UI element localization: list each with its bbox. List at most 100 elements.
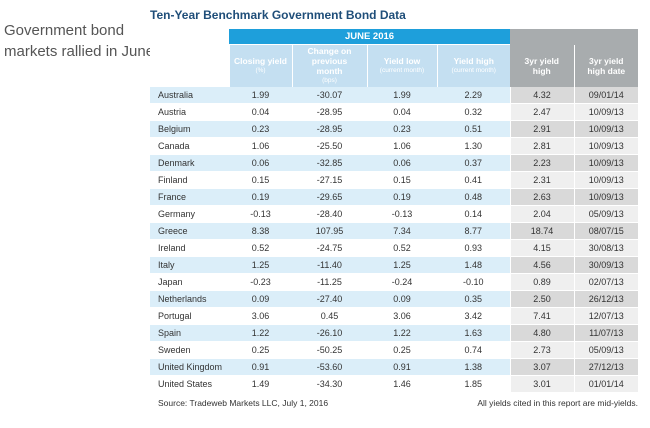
value-cell: 01/01/14 [573, 375, 638, 393]
table-row: Ireland 0.52 -24.75 0.52 0.93 4.15 30/08/13 [150, 239, 638, 257]
value-cell: 2.81 [509, 137, 574, 155]
value-cell: 10/09/13 [573, 188, 638, 206]
value-cell: -27.40 [292, 290, 367, 308]
table-row: Finland 0.15 -27.15 0.15 0.41 2.31 10/09/13 [150, 171, 638, 189]
value-cell: 18.74 [509, 222, 574, 240]
yield-note: All yields cited in this report are mid-… [477, 398, 638, 408]
value-cell: -28.95 [292, 120, 367, 138]
table-title: Ten-Year Benchmark Government Bond Data [150, 8, 406, 22]
value-cell: -0.13 [367, 205, 437, 223]
col-header-main: Change on previous month [307, 46, 352, 76]
value-cell: 1.63 [437, 324, 510, 342]
value-cell: 0.35 [437, 290, 510, 308]
col-header-3yr-yield-high: 3yr yield high [510, 44, 574, 87]
col-header-main: 3yr yield high [524, 55, 560, 76]
table-row: Germany -0.13 -28.40 -0.13 0.14 2.04 05/09/13 [150, 205, 638, 223]
col-header-main: 3yr yield high date [587, 55, 626, 76]
table-row: France 0.19 -29.65 0.19 0.48 2.63 10/09/13 [150, 188, 638, 206]
table-row: Spain 1.22 -26.10 1.22 1.63 4.80 11/07/13 [150, 324, 638, 342]
value-cell: 0.93 [437, 239, 510, 257]
value-cell: 0.04 [229, 103, 292, 121]
group-header-june-2016: JUNE 2016 [229, 29, 510, 45]
side-heading-line-2: markets rallied in June [4, 43, 155, 60]
value-cell: 2.73 [509, 341, 574, 359]
country-cell: Germany [150, 205, 229, 223]
table-row: Denmark 0.06 -32.85 0.06 0.37 2.23 10/09/13 [150, 154, 638, 172]
value-cell: 1.46 [367, 375, 437, 393]
table-row: Portugal 3.06 0.45 3.06 3.42 7.41 12/07/13 [150, 307, 638, 325]
table-row: Japan -0.23 -11.25 -0.24 -0.10 0.89 02/07/13 [150, 273, 638, 291]
col-header-yield-high: Yield high (current month) [436, 44, 510, 87]
bond-data-table: JUNE 2016 Closing yield (%) Change on pr… [150, 29, 638, 393]
value-cell: 0.25 [229, 341, 292, 359]
value-cell: 3.07 [509, 358, 574, 376]
country-cell: France [150, 188, 229, 206]
country-cell: Ireland [150, 239, 229, 257]
country-cell: Canada [150, 137, 229, 155]
value-cell: -53.60 [292, 358, 367, 376]
value-cell: 0.37 [437, 154, 510, 172]
country-cell: Australia [150, 87, 229, 104]
value-cell: -0.24 [367, 273, 437, 291]
value-cell: 2.47 [509, 103, 574, 121]
value-cell: 1.85 [437, 375, 510, 393]
value-cell: -26.10 [292, 324, 367, 342]
source-note: Source: Tradeweb Markets LLC, July 1, 20… [158, 398, 329, 408]
value-cell: 2.04 [509, 205, 574, 223]
table-row: Sweden 0.25 -50.25 0.25 0.74 2.73 05/09/13 [150, 341, 638, 359]
value-cell: -34.30 [292, 375, 367, 393]
country-cell: United States [150, 375, 229, 393]
value-cell: 1.30 [437, 137, 510, 155]
value-cell: 09/01/14 [573, 87, 638, 104]
value-cell: 1.22 [367, 324, 437, 342]
value-cell: 7.34 [367, 222, 437, 240]
value-cell: 7.41 [509, 307, 574, 325]
value-cell: 1.38 [437, 358, 510, 376]
value-cell: -27.15 [292, 171, 367, 189]
col-header-sub: (bps) [322, 77, 337, 84]
value-cell: 10/09/13 [573, 137, 638, 155]
value-cell: 4.80 [509, 324, 574, 342]
value-cell: -11.40 [292, 256, 367, 274]
value-cell: -25.50 [292, 137, 367, 155]
value-cell: 08/07/15 [573, 222, 638, 240]
value-cell: 1.99 [229, 87, 292, 104]
value-cell: 0.19 [229, 188, 292, 206]
value-cell: 0.25 [367, 341, 437, 359]
side-heading-line-1: Government bond [4, 22, 125, 39]
value-cell: 2.91 [509, 120, 574, 138]
country-cell: Sweden [150, 341, 229, 359]
value-cell: 3.06 [229, 307, 292, 325]
value-cell: 3.06 [367, 307, 437, 325]
value-cell: 0.23 [367, 120, 437, 138]
value-cell: -50.25 [292, 341, 367, 359]
value-cell: 05/09/13 [573, 205, 638, 223]
value-cell: 0.04 [367, 103, 437, 121]
value-cell: -28.40 [292, 205, 367, 223]
country-cell: Netherlands [150, 290, 229, 308]
value-cell: 0.14 [437, 205, 510, 223]
country-cell: United Kingdom [150, 358, 229, 376]
value-cell: 1.25 [229, 256, 292, 274]
value-cell: 0.32 [437, 103, 510, 121]
country-cell: Japan [150, 273, 229, 291]
value-cell: 3.42 [437, 307, 510, 325]
value-cell: 0.06 [229, 154, 292, 172]
country-cell: Belgium [150, 120, 229, 138]
value-cell: 4.32 [509, 87, 574, 104]
value-cell: 26/12/13 [573, 290, 638, 308]
value-cell: -24.75 [292, 239, 367, 257]
side-heading: Government bond markets rallied in June [4, 20, 155, 62]
value-cell: -11.25 [292, 273, 367, 291]
col-header-main: Closing yield [234, 56, 287, 66]
value-cell: 107.95 [292, 222, 367, 240]
value-cell: 0.09 [229, 290, 292, 308]
col-header-main: Yield low [383, 56, 421, 66]
table-row: Canada 1.06 -25.50 1.06 1.30 2.81 10/09/13 [150, 137, 638, 155]
country-cell: Denmark [150, 154, 229, 172]
value-cell: 0.51 [437, 120, 510, 138]
col-header-3yr-yield-high-date: 3yr yield high date [573, 44, 638, 87]
value-cell: 2.50 [509, 290, 574, 308]
value-cell: 1.99 [367, 87, 437, 104]
table-row: Netherlands 0.09 -27.40 0.09 0.35 2.50 26/12/1… [150, 290, 638, 308]
